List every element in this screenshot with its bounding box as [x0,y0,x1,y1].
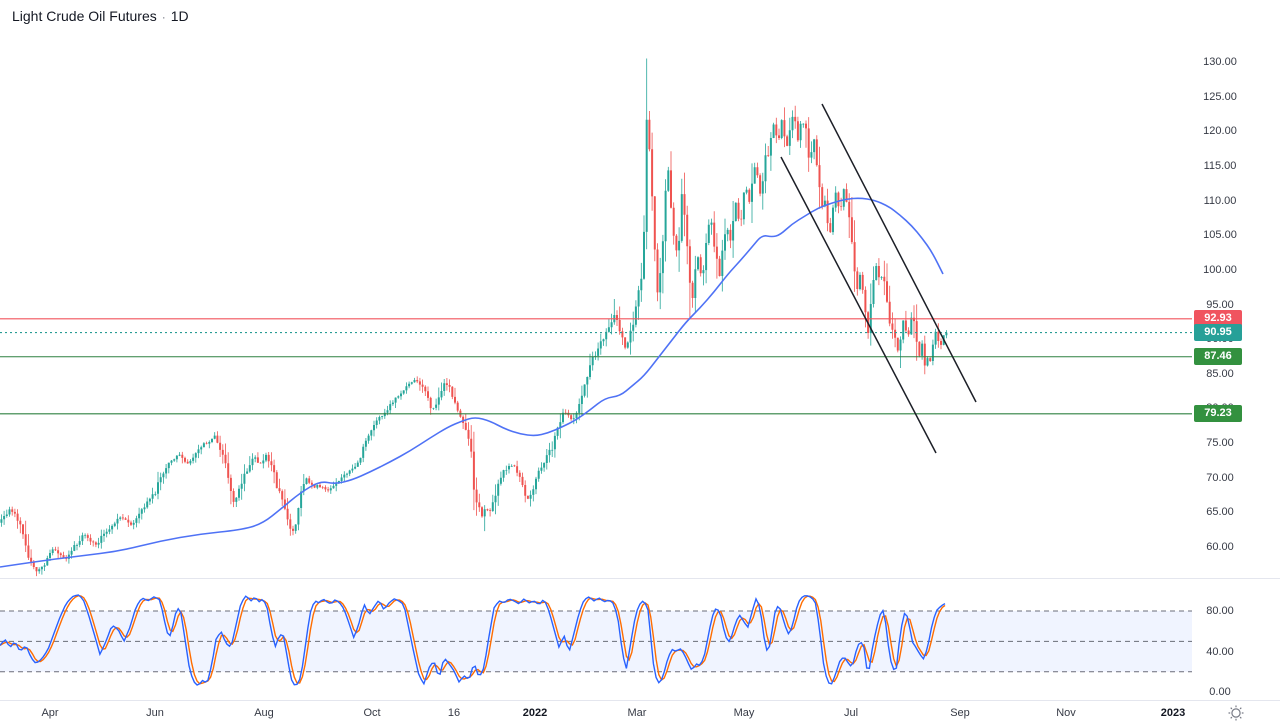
price-tick-label: 75.00 [1206,437,1234,450]
price-tick-label: 85.00 [1206,367,1234,380]
symbol-legend[interactable]: Light Crude Oil Futures · 1D [12,8,189,24]
stoch-tick-label: 80.00 [1206,605,1234,617]
gear-glyph [1228,705,1244,721]
time-tick-label: Aug [254,707,274,719]
price-tick-label: 120.00 [1203,125,1237,138]
last-price-badge[interactable]: 90.95 [1194,324,1242,342]
symbol-title[interactable]: Light Crude Oil Futures [12,8,157,24]
time-tick-label: Mar [627,707,647,719]
price-level-badge[interactable]: 79.23 [1194,405,1242,423]
price-tick-label: 100.00 [1203,263,1237,276]
time-tick-label: 2022 [522,707,548,719]
price-tick-label: 60.00 [1206,541,1234,553]
time-tick-label: Apr [41,707,59,719]
candlestick-series-down-wicks[interactable] [11,105,942,577]
trend-line[interactable] [780,156,937,454]
price-tick-label: 70.00 [1206,471,1234,484]
stoch-tick-label: 40.00 [1206,645,1234,658]
time-tick-label: Jun [146,707,164,719]
price-tick-label: 115.00 [1203,159,1237,172]
time-tick-label: Nov [1056,707,1076,719]
time-tick-label: Sep [950,707,970,719]
trend-line[interactable] [821,103,977,403]
price-axis[interactable]: 130.00 125.00 120.00 115.00 110.00 105.00 100.… [1194,0,1280,700]
candlestick-series-up-bodies[interactable] [0,116,948,572]
time-tick-label: Oct [363,707,381,719]
price-tick-label: 110.00 [1203,194,1237,207]
time-axis[interactable]: Apr Jun Aug Oct 16 2022 Mar May Jul Sep Nov 2023 [0,700,1280,728]
price-tick-label: 125.00 [1203,90,1237,103]
legend-separator: · [161,10,166,24]
price-level-badge[interactable]: 87.46 [1194,348,1242,366]
time-tick-label: 2023 [1160,707,1186,719]
price-level-badge[interactable]: 92.93 [1194,310,1242,328]
price-tick-label: 65.00 [1206,506,1234,519]
stoch-k-line[interactable] [0,594,946,686]
moving-average-line[interactable] [0,197,944,568]
time-tick-label: 16 [447,707,461,719]
price-tick-label: 130.00 [1203,56,1237,68]
price-tick-label: 105.00 [1203,229,1237,242]
stoch-tick-label: 0.00 [1209,686,1231,698]
price-tick-label: 95.00 [1206,298,1234,311]
interval-label[interactable]: 1D [170,8,189,24]
settings-gear-icon[interactable] [1228,705,1244,721]
time-tick-label: Jul [843,707,859,719]
time-tick-label: May [733,707,755,719]
